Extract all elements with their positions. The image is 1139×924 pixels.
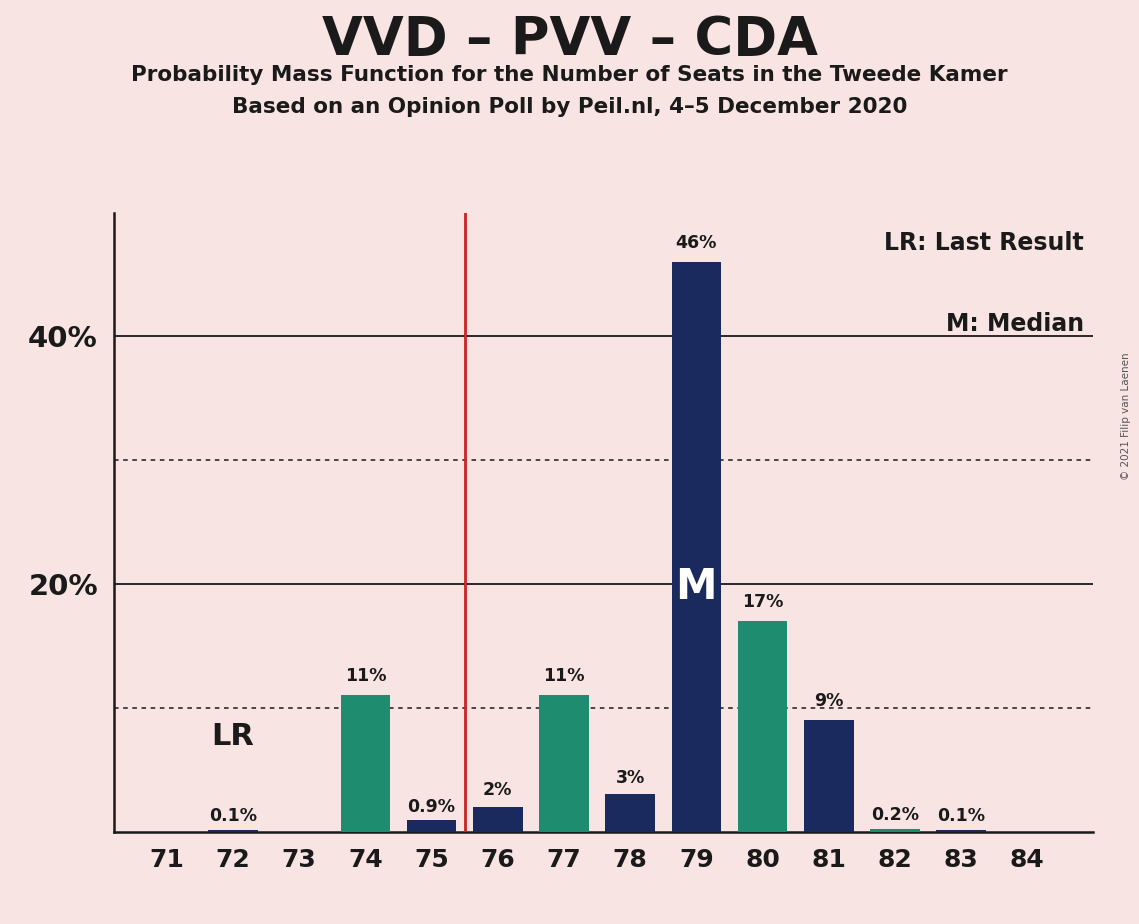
Text: 0.2%: 0.2%	[871, 806, 919, 824]
Text: 0.1%: 0.1%	[937, 808, 985, 825]
Text: 9%: 9%	[814, 692, 843, 711]
Text: 11%: 11%	[345, 667, 386, 686]
Bar	[605, 795, 655, 832]
Bar	[870, 829, 919, 832]
Text: 17%: 17%	[741, 593, 784, 611]
Bar	[208, 831, 257, 832]
Text: M: Median: M: Median	[945, 311, 1083, 335]
Text: 0.9%: 0.9%	[408, 797, 456, 816]
Text: Probability Mass Function for the Number of Seats in the Tweede Kamer: Probability Mass Function for the Number…	[131, 65, 1008, 85]
Bar	[936, 831, 986, 832]
Text: 46%: 46%	[675, 234, 718, 252]
Text: LR: LR	[212, 723, 254, 751]
Text: VVD – PVV – CDA: VVD – PVV – CDA	[321, 14, 818, 66]
Text: LR: Last Result: LR: Last Result	[884, 231, 1083, 255]
Text: 2%: 2%	[483, 782, 513, 799]
Text: Based on an Opinion Poll by Peil.nl, 4–5 December 2020: Based on an Opinion Poll by Peil.nl, 4–5…	[232, 97, 907, 117]
Bar	[407, 821, 457, 832]
Text: 0.1%: 0.1%	[210, 808, 257, 825]
Text: 11%: 11%	[543, 667, 584, 686]
Bar	[473, 807, 523, 832]
Text: © 2021 Filip van Laenen: © 2021 Filip van Laenen	[1121, 352, 1131, 480]
Bar	[738, 621, 787, 832]
Text: M: M	[675, 565, 718, 608]
Text: 3%: 3%	[615, 769, 645, 787]
Bar	[539, 696, 589, 832]
Bar	[804, 720, 853, 832]
Bar	[341, 696, 391, 832]
Bar	[672, 262, 721, 832]
